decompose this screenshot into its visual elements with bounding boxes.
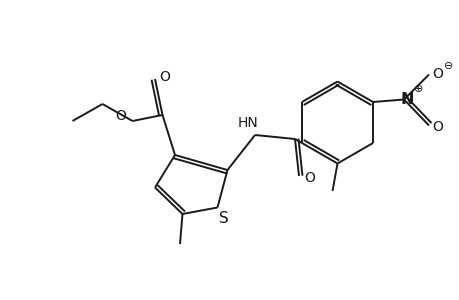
Text: O: O [159, 70, 170, 84]
Text: O: O [304, 171, 315, 185]
Text: ⊕: ⊕ [414, 83, 423, 94]
Text: ⊖: ⊖ [443, 61, 453, 70]
Text: O: O [431, 120, 442, 134]
Text: HN: HN [237, 116, 258, 130]
Text: O: O [115, 109, 126, 123]
Text: O: O [431, 67, 442, 80]
Text: S: S [218, 211, 228, 226]
Text: N: N [399, 92, 413, 107]
